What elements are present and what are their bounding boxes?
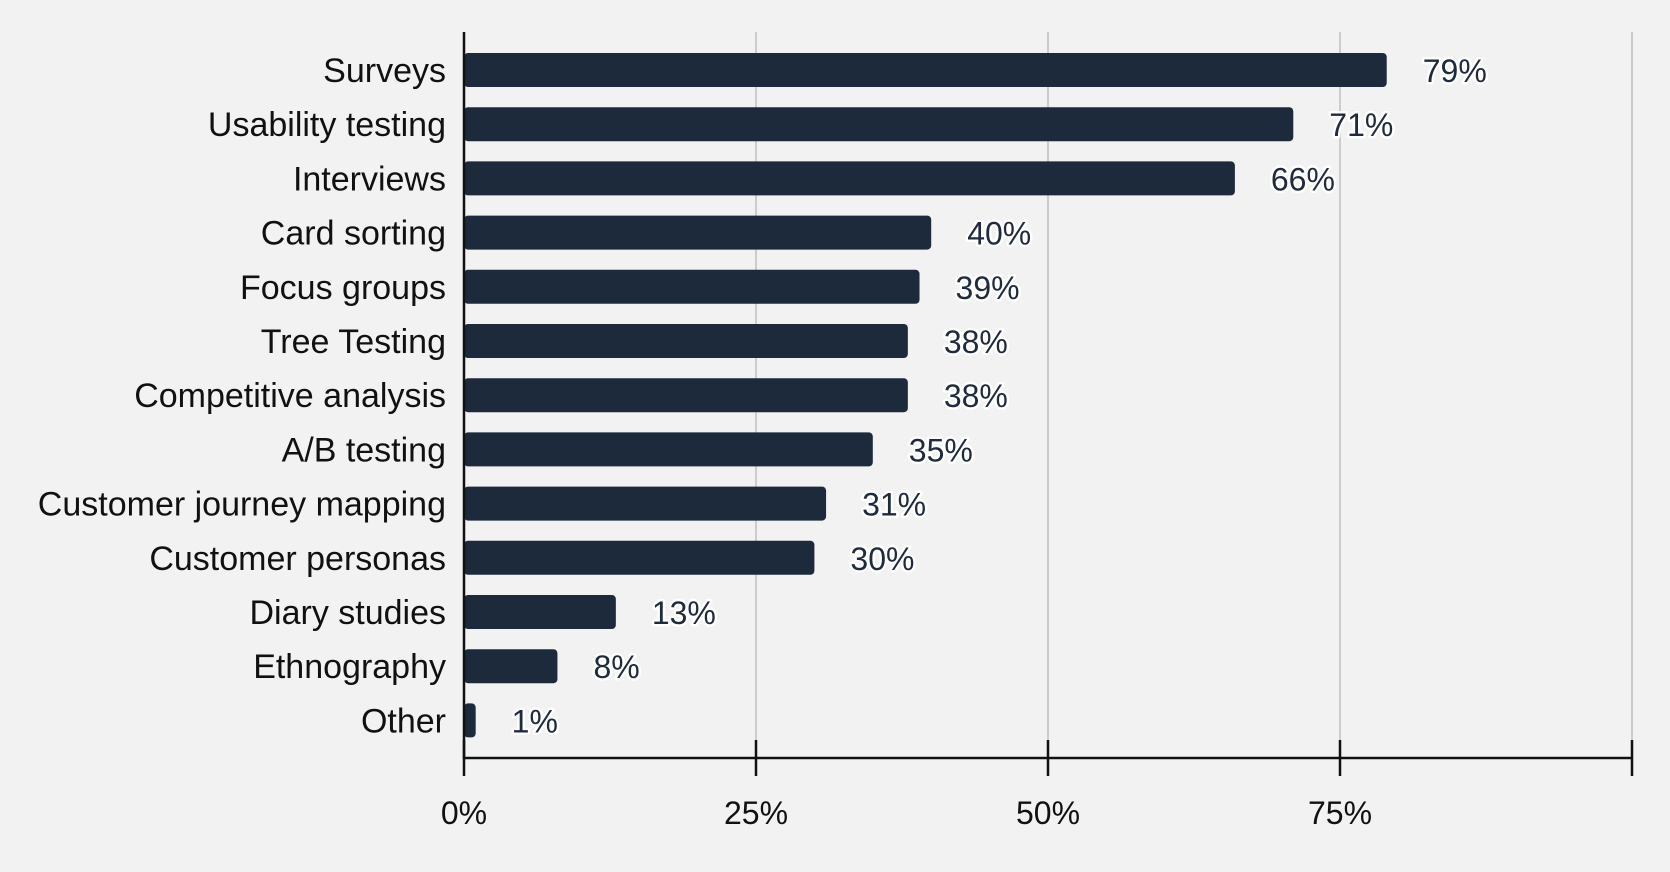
value-label-6: 38% (944, 378, 1008, 414)
bar-12 (464, 703, 476, 738)
labels: Surveys 79% Usability testing 71% Interviews… (38, 51, 1489, 742)
value-label-11: 8% (593, 649, 639, 685)
value-label-3: 40% (967, 216, 1031, 252)
category-label-4: Focus groups (240, 269, 446, 307)
category-label-7: A/B testing (282, 431, 446, 469)
value-label-1: 71% (1329, 107, 1393, 143)
bar-11 (464, 649, 558, 684)
bar-1 (464, 107, 1294, 142)
value-label-7: 35% (909, 432, 973, 468)
category-label-0: Surveys (323, 52, 446, 90)
bar-3 (464, 215, 932, 250)
bar-5 (464, 324, 908, 358)
bar-6 (464, 378, 908, 413)
x-axis: 0% 25% 50% 75% (441, 32, 1634, 831)
category-label-11: Ethnography (253, 648, 446, 686)
bar-7 (464, 432, 873, 467)
value-label-5: 38% (944, 324, 1008, 360)
value-label-2: 66% (1271, 161, 1335, 197)
category-label-3: Card sorting (261, 215, 446, 253)
value-label-9: 30% (850, 541, 914, 577)
x-tick-label-75: 75% (1308, 795, 1372, 831)
value-label-4: 39% (956, 270, 1020, 306)
x-tick-label-25: 25% (724, 795, 788, 831)
category-label-10: Diary studies (249, 594, 446, 632)
value-label-12: 1% (512, 703, 558, 739)
bar-10 (464, 595, 616, 629)
category-label-5: Tree Testing (261, 323, 446, 361)
category-label-12: Other (361, 702, 446, 740)
bar-2 (464, 161, 1235, 196)
category-label-9: Customer personas (149, 540, 446, 578)
bar-9 (464, 540, 815, 575)
category-label-8: Customer journey mapping (38, 486, 446, 524)
bars (464, 53, 1387, 738)
bar-4 (464, 269, 920, 304)
x-tick-label-50: 50% (1016, 795, 1080, 831)
x-tick-label-0: 0% (441, 795, 487, 831)
category-label-1: Usability testing (208, 106, 446, 144)
value-label-0: 79% (1423, 53, 1487, 89)
value-label-10: 13% (652, 595, 716, 631)
category-label-6: Competitive analysis (134, 377, 446, 415)
bar-8 (464, 486, 827, 521)
value-label-8: 31% (862, 487, 926, 523)
category-label-2: Interviews (293, 160, 446, 198)
bar-0 (464, 53, 1387, 87)
